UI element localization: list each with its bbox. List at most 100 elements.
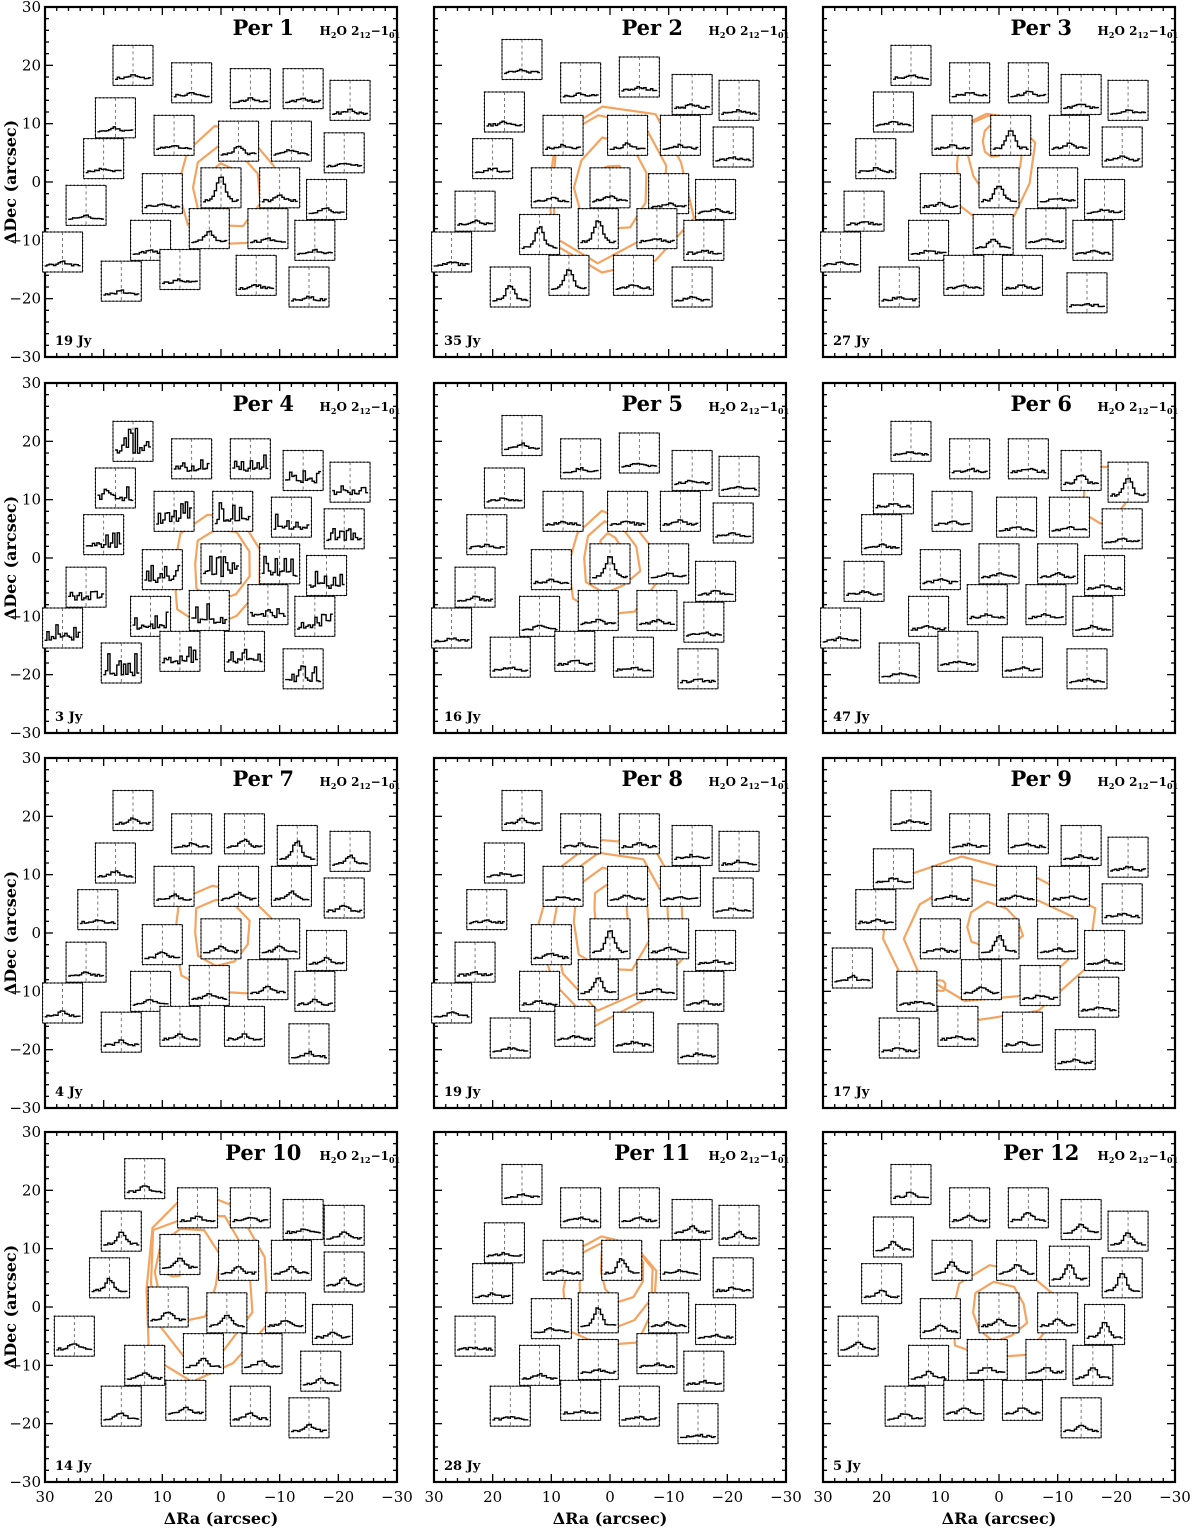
spectrum-line (314, 1331, 351, 1339)
spectrum-box (884, 1385, 926, 1427)
spectrum-line (273, 890, 310, 901)
spectrum-box (960, 959, 1003, 1001)
panel-11: 30 20 10 0 −10 −20 −30 ΔRa (arcsec) Per 11 H2O 21… (424, 1130, 802, 1528)
spectrum-box (159, 1005, 201, 1047)
spectrum-box (466, 889, 508, 931)
spectrum-box (94, 97, 137, 139)
spectrum-box (606, 114, 649, 156)
y-tick-label: −10 (9, 1356, 41, 1374)
spectrum-box (896, 970, 938, 1012)
spectrum-box (270, 496, 312, 538)
x-tick-label: −20 (712, 1488, 744, 1506)
spectrum-box (247, 959, 289, 1001)
spectrum-line (521, 1372, 558, 1380)
spectrum-box (229, 1187, 271, 1229)
spectrum-line (1027, 238, 1064, 244)
spectrum-box (671, 266, 713, 308)
spectrum-box (1054, 1029, 1096, 1071)
spectrum-line (545, 896, 582, 901)
spectra-group (53, 1158, 365, 1439)
x-tick-label: −20 (1101, 1488, 1133, 1506)
spectrum-box (65, 184, 107, 226)
spectrum-box (618, 1187, 660, 1229)
panel-title: Per 9 (1010, 766, 1072, 791)
spectrum-line (44, 1010, 81, 1018)
spectrum-line (296, 613, 333, 630)
spectrum-box (530, 924, 572, 966)
spectrum-box (1019, 964, 1061, 1007)
spectrum-box (1025, 584, 1067, 626)
spectrum-box (241, 1333, 283, 1375)
spectrum-line (1063, 1424, 1100, 1433)
spectrum-box (294, 595, 336, 637)
panel-3: Per 3 H2O 212−101 27 Jy (819, 5, 1178, 359)
spectrum-box (978, 1292, 1020, 1334)
spectrum-box (872, 91, 915, 133)
spectrum-box (949, 1187, 991, 1229)
spectrum-box (112, 789, 154, 832)
spectrum-line (273, 149, 310, 156)
spectrum-line (863, 1289, 900, 1299)
spectrum-box (247, 584, 289, 626)
spectrum-line (1069, 303, 1105, 308)
spectrum-line (1051, 1264, 1088, 1281)
spectrum-line (715, 907, 752, 913)
spectrum-box (995, 1239, 1038, 1281)
spectrum-box (288, 266, 330, 308)
x-tick-label: 10 (153, 1488, 172, 1506)
y-tick-label: −10 (9, 982, 41, 1000)
spectrum-box (472, 1263, 514, 1305)
spectrum-line (893, 1191, 929, 1199)
spectrum-line (951, 467, 988, 474)
spectrum-line (457, 1346, 494, 1351)
y-axis-label: ΔDec (arcsec) (1, 496, 20, 620)
spectrum-box (518, 1344, 561, 1386)
spectrum-line (492, 1046, 529, 1053)
spectra-group (831, 789, 1149, 1071)
spectrum-box (659, 865, 702, 907)
spectrum-box (890, 1163, 932, 1206)
spectrum-line (981, 935, 1017, 954)
panel-title: Per 12 (1003, 1140, 1079, 1165)
spectrum-line (56, 1343, 93, 1351)
spectrum-box (124, 1158, 166, 1200)
spectrum-line (697, 589, 734, 596)
spectrum-box (65, 941, 107, 983)
spectrum-line (97, 486, 134, 502)
y-tick-label: 30 (22, 374, 41, 392)
spectrum-box (264, 1292, 307, 1334)
spectrum-box (323, 508, 365, 550)
spectrum-box (712, 1257, 754, 1299)
spectrum-line (161, 646, 198, 665)
spectrum-line (1051, 895, 1088, 901)
spectrum-line (326, 1231, 363, 1240)
spectrum-line (562, 1216, 599, 1223)
spectrum-line (592, 930, 628, 954)
spectrum-line (680, 678, 716, 684)
spectrum-box (694, 1303, 737, 1346)
flux-scale-label: 19 Jy (444, 1085, 481, 1100)
spectrum-line (132, 998, 169, 1006)
spectrum-box (83, 138, 125, 180)
spectrum-line (103, 289, 140, 296)
spectrum-line (910, 625, 947, 631)
axis-ticks (822, 6, 1176, 358)
spectrum-box (1101, 126, 1143, 168)
spectrum-box (270, 865, 312, 907)
spectrum-box (329, 461, 371, 503)
spectrum-line (433, 261, 470, 267)
spectrum-box (931, 1239, 973, 1281)
spectrum-box (1078, 976, 1120, 1018)
spectrum-line (203, 555, 239, 578)
panel-title: Per 7 (232, 766, 294, 791)
spectrum-line (144, 951, 181, 960)
spectrum-line (1004, 1407, 1041, 1415)
spectrum-line (1086, 958, 1123, 965)
spectrum-box (329, 79, 371, 121)
spectrum-line (981, 1318, 1017, 1328)
y-tick-label: −20 (9, 1041, 41, 1059)
spectra-group (431, 414, 760, 690)
x-tick-label: 30 (35, 1488, 54, 1506)
spectra-group (454, 1163, 760, 1445)
panel-title: Per 3 (1010, 15, 1072, 40)
